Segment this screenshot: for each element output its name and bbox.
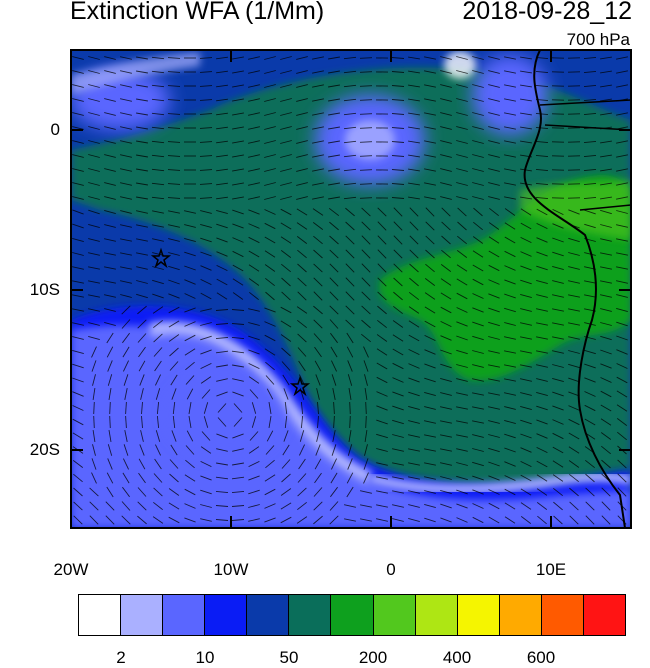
colorbar-swatch: [247, 595, 289, 635]
lat-label: 20S: [0, 440, 60, 460]
wind-vector: [360, 72, 372, 73]
colorbar: [78, 594, 626, 636]
colorbar-swatch: [331, 595, 373, 635]
wind-vector: [110, 416, 111, 428]
wind-vector: [360, 156, 372, 157]
colorbar-swatch: [121, 595, 163, 635]
lon-label: 10E: [516, 560, 586, 580]
wind-vector: [360, 184, 372, 185]
colorbar-swatch: [205, 595, 247, 635]
lat-label: 10S: [0, 280, 60, 300]
lat-label: 0: [0, 120, 60, 140]
colorbar-swatch: [458, 595, 500, 635]
wind-vector: [350, 402, 351, 414]
wind-vector: [360, 114, 372, 115]
colorbar-swatch: [584, 595, 625, 635]
wind-vector: [360, 170, 372, 171]
colorbar-label: 600: [511, 648, 571, 668]
lon-label: 10W: [196, 560, 266, 580]
wind-vector: [94, 416, 95, 428]
wind-vector: [360, 86, 372, 87]
colorbar-swatch: [163, 595, 205, 635]
wind-vector: [110, 402, 111, 414]
colorbar-label: 2: [91, 648, 151, 668]
wind-vector: [360, 198, 372, 199]
wind-vector: [360, 142, 372, 143]
colorbar-label: 10: [175, 648, 235, 668]
colorbar-swatch: [500, 595, 542, 635]
colorbar-swatch: [79, 595, 121, 635]
extinction-field: [70, 50, 631, 528]
wind-vector: [360, 100, 372, 101]
lon-label: 20W: [36, 560, 106, 580]
lon-label: 0: [356, 560, 426, 580]
colorbar-label: 50: [259, 648, 319, 668]
colorbar-swatch: [374, 595, 416, 635]
colorbar-label: 200: [343, 648, 403, 668]
wind-vector: [366, 416, 367, 428]
wind-vector: [350, 416, 351, 428]
colorbar-label: 400: [427, 648, 487, 668]
wind-vector: [366, 402, 367, 414]
wind-vector: [360, 128, 372, 129]
wind-vector: [94, 402, 95, 414]
colorbar-swatch: [289, 595, 331, 635]
colorbar-swatch: [542, 595, 584, 635]
wind-vector: [360, 58, 372, 59]
colorbar-swatch: [416, 595, 458, 635]
